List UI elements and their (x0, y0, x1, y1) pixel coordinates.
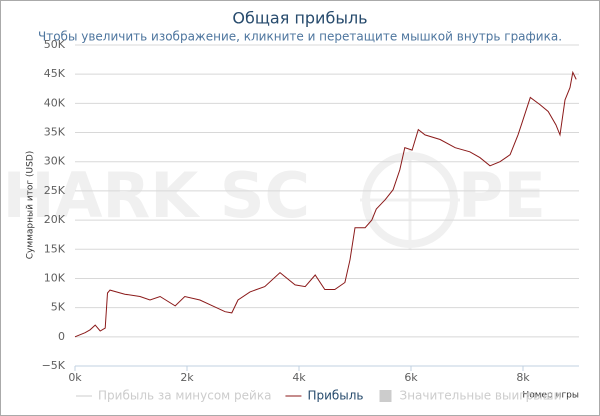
legend-label: Значительные выигрыши (400, 389, 562, 403)
chart-subtitle: Чтобы увеличить изображение, кликните и … (38, 30, 562, 44)
legend-label: Прибыль за минусом рейка (98, 389, 271, 403)
y-tick-label: 50K (44, 38, 66, 51)
x-tick-label: 0k (68, 371, 82, 384)
x-tick-label: 8k (516, 371, 530, 384)
y-tick-label: −5K (42, 359, 66, 372)
legend-symbol (379, 390, 392, 402)
y-tick-label: 10K (44, 271, 66, 284)
legend-item[interactable]: Значительные выигрыши (379, 389, 562, 403)
line-series (74, 70, 577, 338)
y-tick-label: 25K (44, 184, 66, 197)
watermark: PE (458, 159, 546, 232)
x-tick-label: 4k (292, 371, 306, 384)
legend-item[interactable]: Прибыль за минусом рейка (76, 389, 271, 403)
y-tick-label: 5K (51, 301, 66, 314)
y-tick-label: 30K (44, 155, 66, 168)
x-axis-label: Номер игры (522, 391, 579, 401)
y-tick-label: 35K (44, 126, 66, 139)
watermark-scope (360, 150, 460, 250)
y-tick-label: 0 (58, 330, 65, 343)
y-axis-label: Суммарный итог (USD) (26, 151, 36, 260)
x-tick-label: 2k (180, 371, 194, 384)
y-tick-label: 40K (44, 96, 66, 109)
y-tick-label: 20K (44, 213, 66, 226)
x-tick-label: 6k (404, 371, 418, 384)
chart-title: Общая прибыль (232, 9, 367, 28)
y-tick-label: 15K (44, 242, 66, 255)
legend-label: Прибыль (307, 389, 363, 403)
legend-item[interactable]: Прибыль (285, 389, 364, 403)
y-tick-label: 45K (44, 67, 66, 80)
